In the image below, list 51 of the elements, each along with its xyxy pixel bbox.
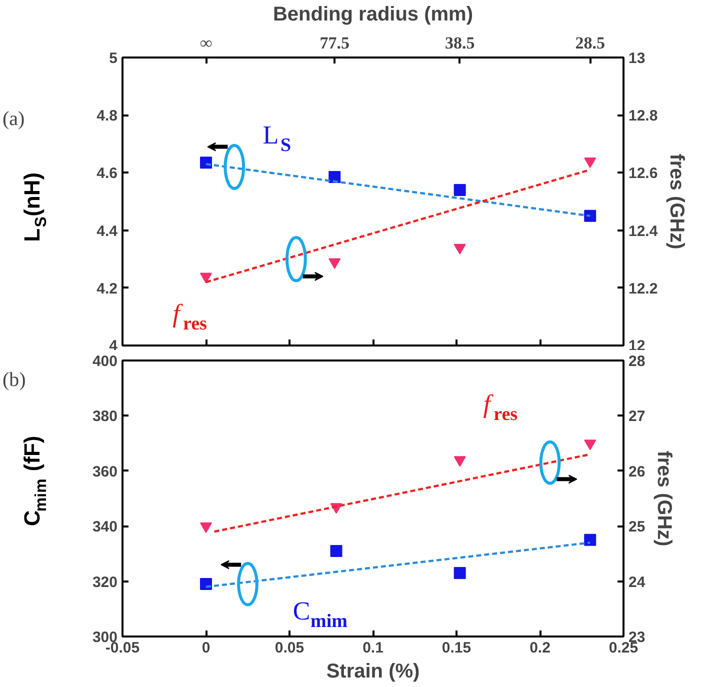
x-axis-title: Strain (%) — [326, 660, 420, 682]
y-axis-title: Cmim (fF) — [20, 436, 50, 526]
x-tick-label: 0.15 — [442, 640, 472, 656]
y-tick-label: 360 — [92, 463, 118, 480]
y2-tick-label: 27 — [628, 408, 646, 426]
point — [200, 156, 212, 169]
text: 38.5 — [444, 34, 475, 52]
y2-axis-title: fres (GHz) — [653, 450, 676, 546]
y-tick-label: 4.4 — [96, 222, 118, 240]
point — [454, 244, 466, 254]
point — [584, 534, 596, 546]
y2-tick-label: 12.8 — [628, 108, 658, 125]
point — [200, 272, 212, 284]
point — [584, 210, 596, 222]
text: 28.5 — [575, 34, 605, 52]
x-tick-label: 0 — [202, 640, 210, 656]
text: ∞ — [200, 34, 212, 52]
y-tick-label: 320 — [92, 574, 118, 591]
y-tick-label: 400 — [92, 353, 118, 370]
y2-tick-label: 26 — [628, 463, 646, 480]
y2-tick-label: 28 — [628, 353, 646, 370]
point — [454, 456, 466, 467]
x2-axis-title: Bending radius (mm) — [272, 4, 474, 26]
point — [584, 440, 596, 450]
y-tick-label: 5 — [109, 50, 118, 67]
x-tick-label: 0.1 — [362, 640, 384, 656]
x-tick-label: 0.2 — [530, 640, 550, 656]
y-tick-label: 4.8 — [96, 108, 118, 125]
y2-tick-label: 12.2 — [628, 280, 658, 298]
y2-tick-label: 12.6 — [628, 165, 658, 182]
point — [200, 522, 212, 533]
x-tick-label: 0.05 — [274, 640, 304, 656]
y2-tick-label: 24 — [628, 574, 646, 591]
text: (b) — [2, 368, 26, 391]
y-tick-label: 4.2 — [96, 280, 118, 298]
point — [584, 158, 596, 168]
y2-tick-label: 12.4 — [628, 222, 658, 240]
y-tick-label: 380 — [92, 408, 118, 426]
point — [328, 258, 341, 269]
y-tick-label: 340 — [92, 518, 118, 536]
point — [454, 184, 466, 196]
point — [454, 567, 466, 580]
text: 77.5 — [320, 34, 350, 52]
text: (a) — [2, 108, 25, 130]
point — [330, 544, 342, 557]
y-tick-label: 4.6 — [96, 165, 118, 182]
y2-axis-title: fres (GHz) — [666, 154, 688, 250]
y2-tick-label: 25 — [628, 518, 646, 536]
y-axis-title: LS(nH) — [20, 172, 50, 242]
point — [200, 578, 212, 590]
y2-tick-label: 13 — [628, 50, 646, 67]
